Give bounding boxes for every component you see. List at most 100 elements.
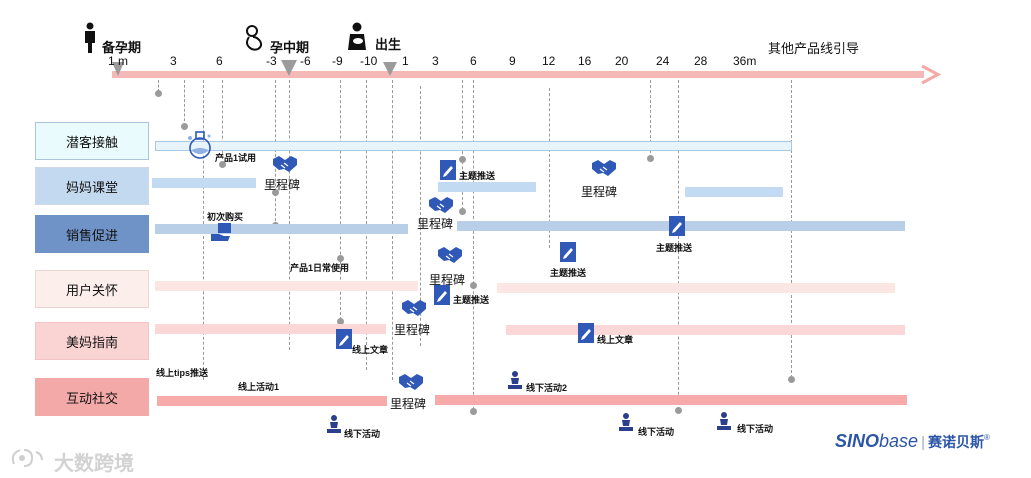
tick-label: 28 (694, 54, 708, 68)
bar-beauty-guide (506, 325, 905, 335)
category-mom-class: 妈妈课堂 (35, 167, 149, 205)
label-online-event1: 线上活动1 (238, 382, 280, 392)
chess-icon (508, 371, 522, 389)
tick-label: 20 (615, 54, 629, 68)
tick-label: -6 (300, 54, 311, 68)
tick-label: -10 (360, 54, 378, 68)
label-topic-push: 主题推送 (656, 243, 693, 253)
document-pen-icon (669, 216, 685, 236)
guide-line (473, 80, 474, 410)
label-offline-event: 线下活动 (737, 424, 774, 434)
marker-dot (459, 208, 466, 215)
label-milestone: 里程碑 (429, 273, 466, 287)
tick-label: 3 (432, 54, 439, 68)
label-milestone: 里程碑 (390, 397, 427, 411)
marker-dot (470, 282, 477, 289)
label-online-article: 线上文章 (597, 335, 634, 345)
purchase-hand-icon (211, 223, 231, 241)
guide-line (275, 80, 276, 226)
guide-line (549, 88, 550, 248)
document-pen-icon (560, 242, 576, 262)
marker-dot (470, 408, 477, 415)
tick-label: 12 (542, 54, 556, 68)
label-milestone: 里程碑 (264, 178, 301, 192)
category-sales-promotion: 销售促进 (35, 215, 149, 253)
document-pen-icon (434, 285, 450, 305)
handshake-icon (399, 374, 423, 390)
marker-dot (219, 161, 226, 168)
guide-line (678, 80, 679, 410)
tick-label: -3 (266, 54, 277, 68)
label-topic-push: 主题推送 (459, 171, 496, 181)
label-trial: 产品1试用 (215, 153, 257, 163)
guide-line (158, 80, 159, 92)
tick-label: 1 (402, 54, 409, 68)
marker-dot (459, 156, 466, 163)
label-daily-use: 产品1日常使用 (290, 263, 350, 273)
guide-line (184, 80, 185, 126)
tick-label: 16 (578, 54, 592, 68)
guide-line (650, 80, 651, 158)
bar-interactive-social (157, 396, 387, 406)
handshake-icon (402, 300, 426, 316)
bar-sales-promotion (155, 224, 408, 234)
phase-mid-pregnancy: 孕中期 (270, 40, 310, 55)
bar-mom-class (152, 178, 256, 188)
handshake-icon (429, 197, 453, 213)
tick-label: 24 (656, 54, 670, 68)
marker-dot (155, 90, 162, 97)
marker-dot (272, 189, 279, 196)
bar-beauty-guide (155, 324, 386, 334)
handshake-icon (273, 156, 297, 172)
handshake-icon (438, 247, 462, 263)
bar-prospect-contact (155, 141, 792, 151)
tick-label: 6 (470, 54, 477, 68)
chess-icon (619, 413, 633, 431)
pregnant-woman-icon (246, 25, 263, 51)
marker-dot (675, 407, 682, 414)
phase-pre-pregnancy: 备孕期 (102, 40, 142, 55)
category-beauty-guide: 美妈指南 (35, 322, 149, 360)
label-topic-push: 主题推送 (550, 268, 587, 278)
document-pen-icon (336, 329, 352, 349)
chess-icon (717, 412, 731, 430)
category-user-care: 用户关怀 (35, 270, 149, 308)
label-topic-push: 主题推送 (453, 295, 490, 305)
guide-line (340, 80, 341, 320)
label-first-purchase: 初次购买 (207, 212, 244, 222)
phase-other-product: 其他产品线引导 (768, 41, 860, 56)
label-online-tips: 线上tips推送 (156, 368, 209, 378)
brand-logo: SINObase | 赛诺贝斯® (835, 431, 990, 451)
tick-label: 6 (216, 54, 223, 68)
tick-label: -9 (332, 54, 343, 68)
tick-label: 3 (170, 54, 177, 68)
label-offline-event: 线下活动 (344, 429, 381, 439)
category-interactive-social: 互动社交 (35, 378, 149, 416)
phase-birth: 出生 (375, 37, 402, 52)
label-offline-event: 线下活动 (638, 427, 675, 437)
guide-line (420, 86, 421, 346)
brand-name-light: base (879, 431, 919, 451)
label-milestone: 里程碑 (394, 323, 431, 337)
mother-baby-icon (348, 22, 366, 50)
tick-label: 1 m (108, 54, 129, 68)
marker-dot (181, 123, 188, 130)
document-pen-icon (578, 323, 594, 343)
label-milestone: 里程碑 (417, 217, 454, 231)
marker-dot (337, 318, 344, 325)
brand-registered: ® (983, 433, 990, 442)
marker-dot (788, 376, 795, 383)
guide-line (289, 80, 290, 350)
chess-icon (327, 415, 341, 433)
guide-line (222, 80, 223, 164)
bar-mom-class (685, 187, 783, 197)
bar-interactive-social (435, 395, 907, 405)
category-prospect-contact: 潜客接触 (35, 122, 149, 160)
brand-name-cn: 赛诺贝斯 (927, 434, 984, 450)
tick-label: 9 (509, 54, 516, 68)
handshake-icon (592, 160, 616, 176)
bar-mom-class (438, 182, 536, 192)
watermark-logo-icon (11, 449, 43, 467)
tick-label: 36m (733, 54, 757, 68)
